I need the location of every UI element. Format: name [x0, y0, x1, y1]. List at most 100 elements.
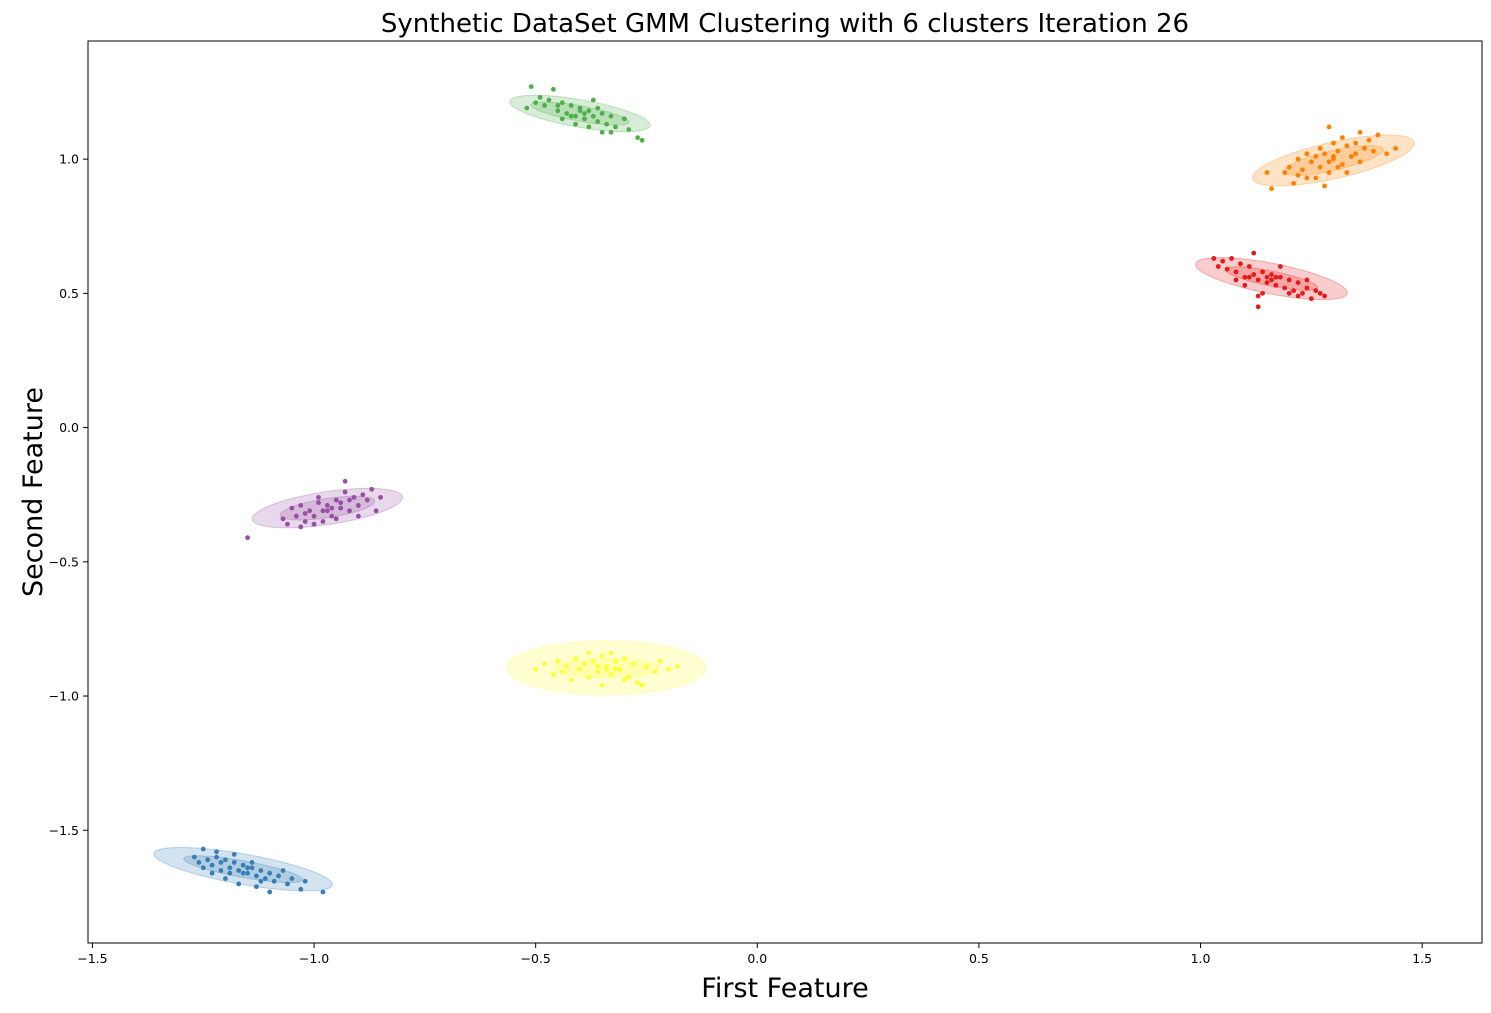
- cluster-5-point: [595, 669, 601, 675]
- cluster-2-point: [524, 105, 530, 111]
- cluster-4-outer-ellipse: [251, 487, 404, 529]
- cluster-5-point: [573, 656, 578, 661]
- cluster-2-point: [582, 111, 587, 116]
- plot-area: [153, 84, 1415, 895]
- cluster-0-point: [262, 876, 268, 881]
- cluster-4-point: [324, 503, 330, 508]
- x-axis-label: First Feature: [701, 973, 868, 1004]
- cluster-2-point: [626, 127, 632, 132]
- cluster-0-point: [280, 868, 286, 873]
- cluster-4-point: [347, 497, 352, 503]
- cluster-2-point: [599, 129, 605, 135]
- cluster-4-point: [302, 519, 308, 524]
- cluster-2-inner-ellipse: [530, 101, 630, 126]
- cluster-0-point: [209, 862, 215, 868]
- cluster-5-point: [559, 669, 565, 675]
- cluster-0-point: [271, 878, 277, 884]
- cluster-0-point: [302, 878, 308, 884]
- cluster-3-point: [1255, 293, 1261, 299]
- cluster-1-point: [1344, 143, 1350, 149]
- cluster-5-point: [652, 669, 658, 675]
- cluster-4-point: [285, 521, 290, 527]
- cluster-1-point: [1339, 162, 1345, 167]
- cluster-5-point: [586, 650, 592, 656]
- cluster-0-point: [205, 857, 211, 863]
- cluster-1-point: [1335, 164, 1341, 170]
- cluster-5-point: [555, 658, 561, 664]
- cluster-4-point: [311, 521, 317, 527]
- cluster-3-point: [1286, 290, 1292, 296]
- cluster-4-point: [298, 503, 304, 508]
- cluster-5-point: [613, 658, 618, 664]
- cluster-1-point: [1331, 140, 1336, 146]
- cluster-5-point: [599, 653, 605, 659]
- cluster-3-point: [1255, 277, 1261, 283]
- cluster-5-point: [657, 658, 663, 664]
- cluster-4-point: [298, 524, 304, 530]
- cluster-2-point: [586, 108, 592, 114]
- cluster-5-point: [608, 672, 614, 677]
- cluster-2-point: [595, 119, 601, 124]
- cluster-2-point: [568, 113, 574, 119]
- cluster-4-point: [338, 505, 344, 511]
- cluster-4-point: [316, 500, 321, 506]
- cluster-0-point: [223, 857, 228, 863]
- cluster-1-point: [1357, 159, 1363, 165]
- cluster-2-point: [537, 94, 543, 100]
- cluster-3-point: [1308, 296, 1314, 302]
- cluster-2-point: [555, 103, 561, 108]
- x-tick-label: −1.0: [299, 951, 329, 966]
- cluster-2-point: [590, 97, 596, 103]
- cluster-3-point: [1273, 282, 1279, 288]
- cluster-1-point: [1269, 186, 1274, 192]
- cluster-0-point: [227, 865, 233, 871]
- cluster-1-point: [1393, 145, 1398, 151]
- cluster-0-point: [240, 870, 246, 876]
- y-tick-label: 1.0: [59, 152, 79, 167]
- cluster-1-point: [1300, 167, 1305, 173]
- cluster-3-point: [1304, 285, 1310, 291]
- cluster-0-point: [276, 873, 281, 879]
- cluster-0-point: [231, 852, 237, 857]
- cluster-3-point: [1269, 277, 1274, 283]
- cluster-2-point: [639, 137, 645, 143]
- cluster-5-point: [644, 664, 649, 669]
- cluster-5-point: [551, 672, 556, 677]
- cluster-4-point: [324, 508, 330, 514]
- cluster-3-point: [1300, 290, 1305, 296]
- cluster-2-point: [551, 86, 556, 92]
- cluster-2-point: [582, 116, 587, 122]
- cluster-0-point: [191, 854, 197, 860]
- cluster-5-point: [604, 666, 609, 672]
- cluster-1-point: [1357, 129, 1363, 135]
- cluster-4-point: [338, 500, 344, 506]
- cluster-3-point: [1255, 304, 1261, 310]
- cluster-4-point: [307, 508, 313, 514]
- cluster-points: [191, 84, 1398, 895]
- cluster-5-point: [639, 682, 645, 688]
- cluster-2-point: [546, 97, 552, 103]
- cluster-3-point: [1295, 280, 1301, 286]
- cluster-3-point: [1317, 290, 1323, 296]
- cluster-1-point: [1326, 159, 1332, 165]
- y-axis-ticks: −1.5 −1.0 −0.5 0.0 0.5 1.0: [49, 152, 88, 838]
- cluster-1-point: [1286, 164, 1292, 170]
- cluster-0-outer-ellipse: [153, 846, 333, 892]
- cluster-0-point: [240, 862, 246, 868]
- cluster-3-point: [1242, 282, 1248, 288]
- cluster-5-point: [617, 666, 623, 672]
- cluster-0-point: [249, 860, 255, 865]
- cluster-4-point: [316, 494, 321, 500]
- cluster-1-point: [1326, 170, 1332, 175]
- cluster-0-point: [258, 868, 264, 873]
- cluster-0-point: [209, 870, 215, 876]
- cluster-4-point: [355, 513, 361, 519]
- cluster-0-point: [289, 876, 295, 881]
- y-axis-label: Second Feature: [18, 387, 49, 597]
- cluster-3-point: [1229, 256, 1234, 261]
- cluster-2-point: [621, 116, 627, 122]
- cluster-2-point: [542, 103, 547, 108]
- cluster-1-point: [1313, 175, 1319, 181]
- cluster-3-point: [1269, 272, 1274, 277]
- cluster-5-point: [608, 650, 614, 656]
